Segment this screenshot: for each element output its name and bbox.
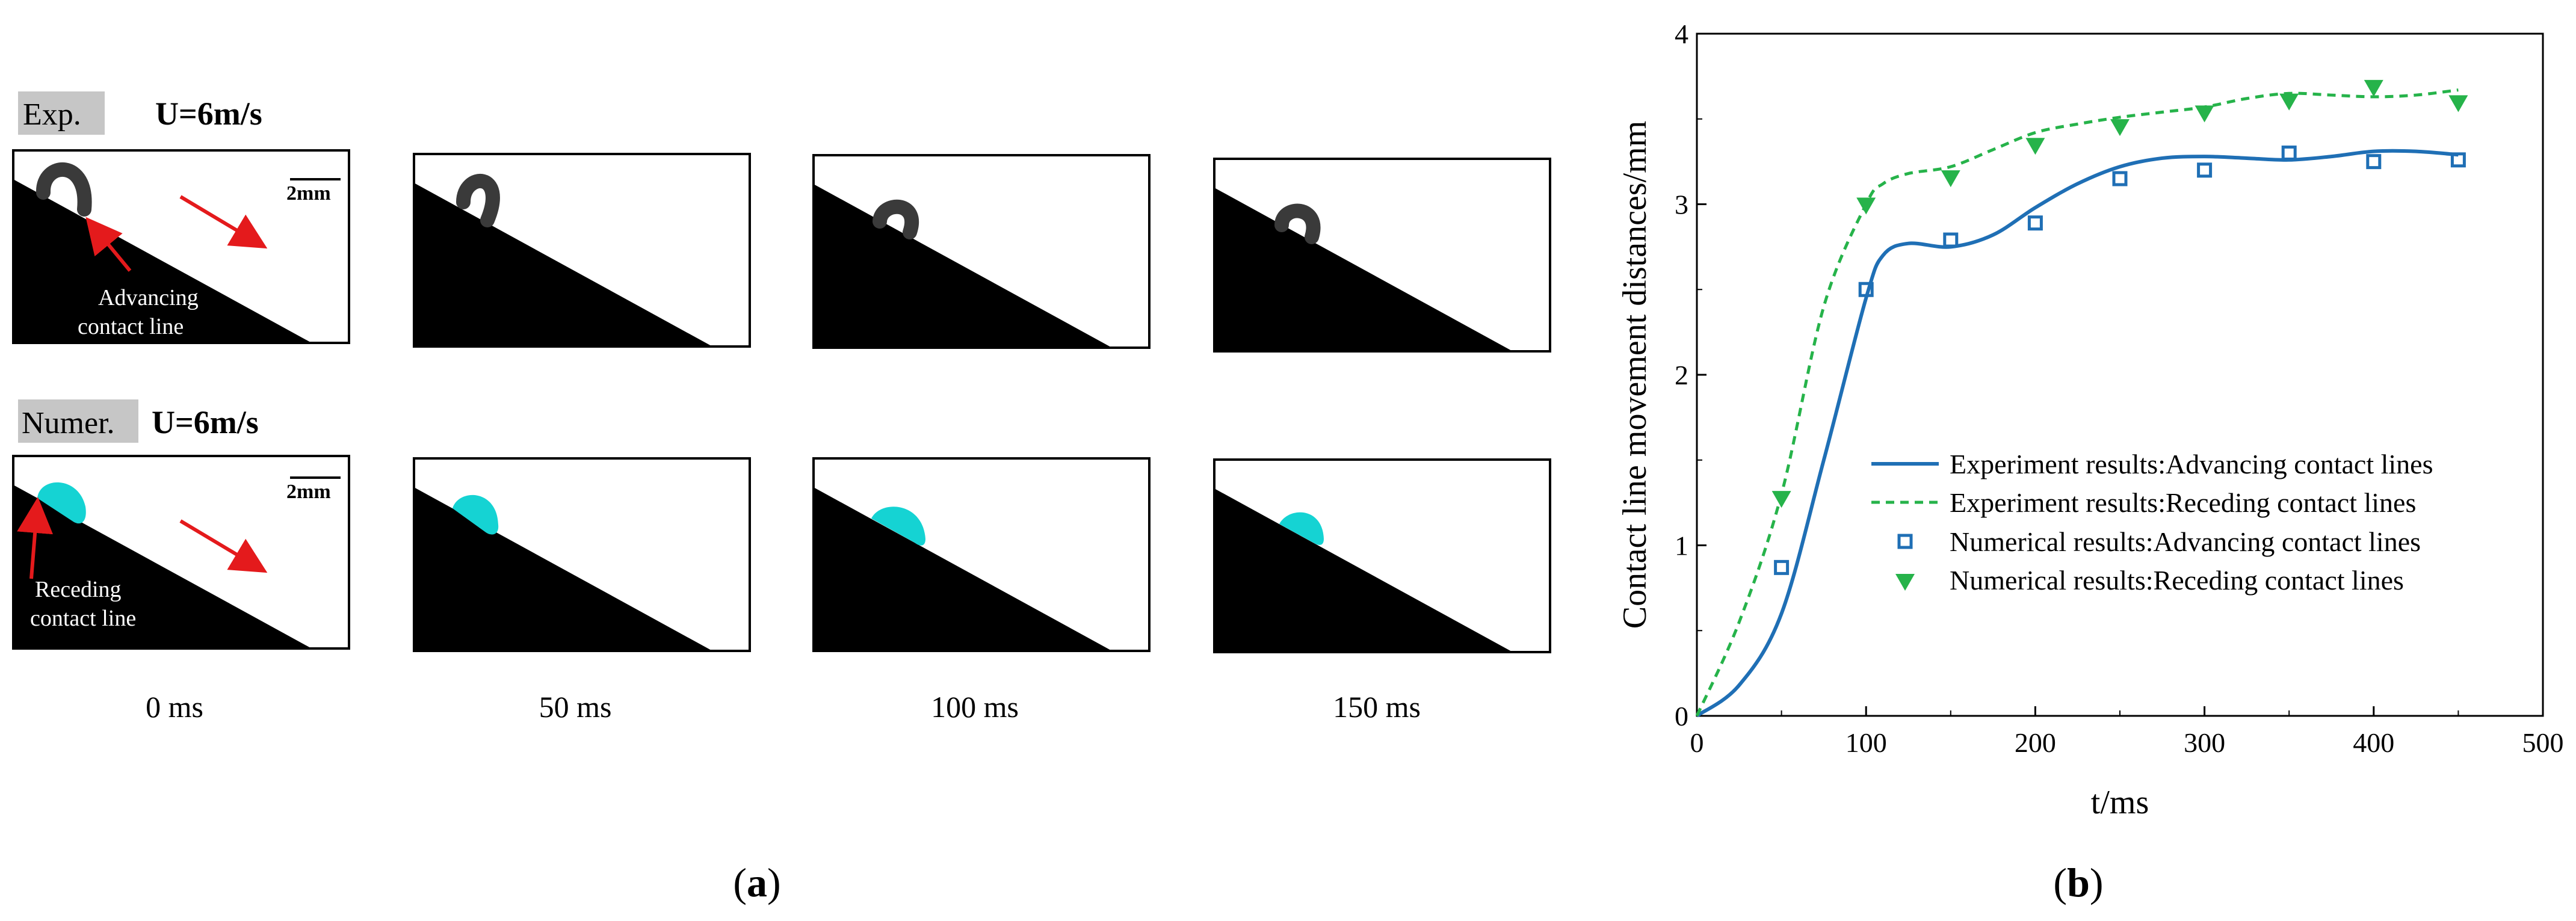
y-tick-label: 3	[1675, 189, 1688, 220]
series-line-0	[1696, 149, 2459, 718]
plot-frame	[1696, 32, 2544, 717]
panel-b-caption-open: (	[2053, 860, 2067, 905]
data-point-num-advancing	[1774, 559, 1790, 575]
x-tick-label: 200	[2015, 727, 2056, 758]
numer-droplet	[37, 482, 86, 524]
time-label-0ms: 0 ms	[146, 690, 203, 724]
data-point-num-receding	[2025, 138, 2045, 155]
panel-a-caption-open: (	[733, 860, 747, 905]
time-label-50ms: 50 ms	[539, 690, 612, 724]
legend-swatch-num-receding	[1895, 574, 1915, 591]
numer-droplet	[452, 494, 499, 535]
x-axis: 0 100 200 300 400 500	[1690, 706, 2564, 758]
numer-tag: Numer.	[22, 406, 115, 440]
exp-frame-0ms: 2mm Advancing contact line	[12, 149, 350, 344]
exp-frame-100ms	[812, 154, 1151, 349]
data-point-num-receding	[2195, 105, 2214, 123]
flow-direction-arrow	[179, 195, 268, 249]
advancing-label-line2: contact line	[78, 314, 184, 339]
data-point-num-receding	[2279, 93, 2299, 111]
panel-b-caption-close: )	[2090, 860, 2104, 905]
panel-a-caption: (a)	[733, 860, 780, 905]
data-point-num-advancing	[2112, 171, 2128, 186]
advancing-label-line1: Advancing	[98, 285, 199, 310]
numer-frame-50ms	[413, 457, 751, 652]
flow-direction-arrow	[179, 519, 268, 573]
data-point-num-advancing	[2450, 152, 2466, 168]
data-point-num-receding	[1771, 491, 1791, 508]
data-point-num-advancing	[2281, 145, 2297, 161]
scale-bar-label: 2mm	[286, 481, 331, 503]
data-point-num-receding	[2110, 119, 2130, 137]
receding-label-line2: contact line	[30, 606, 136, 631]
data-point-num-receding	[1941, 170, 1960, 188]
exp-droplet	[873, 199, 919, 239]
panel-b-caption-letter: b	[2067, 860, 2090, 905]
exp-tag: Exp.	[23, 97, 81, 132]
x-tick-label: 100	[1846, 727, 1887, 758]
y-axis-label: Contact line movement distances/mm	[1616, 121, 1654, 629]
x-tick-label: 0	[1690, 727, 1704, 758]
y-tick-label: 2	[1675, 360, 1688, 390]
panel-a-caption-close: )	[767, 860, 781, 905]
numer-droplet	[1279, 512, 1324, 545]
x-tick-label: 300	[2184, 727, 2225, 758]
legend-label-num-advancing: Numerical results:Advancing contact line…	[1950, 526, 2421, 557]
x-axis-label: t/ms	[2091, 784, 2149, 821]
legend-label-exp-receding: Experiment results:Receding contact line…	[1950, 487, 2416, 518]
y-axis: 0 1 2 3 4	[1675, 19, 1707, 732]
exp-droplet	[456, 174, 500, 227]
data-point-num-receding	[2364, 79, 2383, 97]
numer-frame-150ms	[1213, 458, 1551, 653]
exp-velocity-label: U=6m/s	[155, 96, 262, 132]
data-point-num-receding	[1856, 197, 1876, 215]
data-point-num-advancing	[1858, 282, 1874, 297]
series-layer	[1695, 79, 2468, 718]
scale-bar-label: 2mm	[286, 182, 331, 205]
exp-droplet	[36, 162, 92, 217]
legend-swatch-num-advancing	[1897, 534, 1913, 549]
exp-droplet	[1274, 203, 1321, 244]
numer-tag-background	[18, 399, 138, 443]
legend: Experiment results:Advancing contact lin…	[1871, 449, 2433, 596]
time-label-150ms: 150 ms	[1333, 690, 1421, 724]
numer-frame-100ms	[812, 457, 1151, 652]
panel-b-caption: (b)	[2053, 860, 2103, 905]
panel-a-image-sequence: Exp. U=6m/s Numer. U=6m/s 2mm Advancing …	[12, 91, 1551, 905]
numer-frame-0ms: 2mm Receding contact line	[12, 455, 350, 650]
x-tick-label: 500	[2522, 727, 2564, 758]
exp-frame-50ms	[413, 153, 751, 348]
receding-label-line1: Receding	[35, 577, 122, 602]
y-tick-label: 1	[1675, 531, 1688, 561]
panel-a-caption-letter: a	[747, 860, 767, 905]
data-point-num-advancing	[1943, 232, 1959, 248]
contact-line-pointer-arrow	[85, 217, 132, 272]
x-tick-label: 400	[2353, 727, 2394, 758]
legend-label-exp-advancing: Experiment results:Advancing contact lin…	[1950, 449, 2433, 479]
exp-tag-background	[18, 91, 105, 135]
time-label-100ms: 100 ms	[931, 690, 1019, 724]
y-tick-label: 4	[1675, 19, 1688, 49]
numer-droplet	[871, 507, 925, 546]
numer-velocity-label: U=6m/s	[152, 404, 259, 440]
data-point-num-advancing	[2366, 154, 2382, 170]
exp-frame-150ms	[1213, 158, 1551, 353]
contact-line-pointer-arrow	[17, 497, 54, 579]
y-tick-label: 0	[1675, 701, 1688, 732]
legend-label-num-receding: Numerical results:Receding contact lines	[1950, 565, 2404, 596]
data-point-num-advancing	[2027, 215, 2043, 231]
panel-b-chart: 0 1 2 3 4 0 100 200 300 400 500 Contact line move…	[1616, 19, 2564, 905]
data-point-num-receding	[2448, 95, 2468, 112]
data-point-num-advancing	[2197, 162, 2213, 178]
